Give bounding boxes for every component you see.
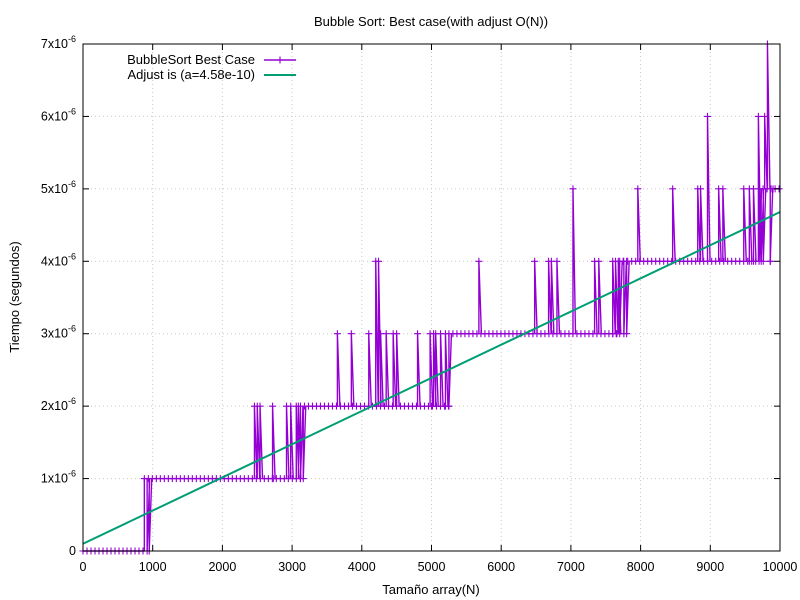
x-tick-label: 1000	[139, 560, 167, 574]
series-marker	[704, 112, 712, 120]
legend-label-adjust: Adjust is (a=4.58e-10)	[127, 67, 255, 82]
series-marker	[445, 402, 453, 410]
x-tick-label: 8000	[627, 560, 655, 574]
x-tick-label: 4000	[348, 560, 376, 574]
series-marker	[256, 402, 264, 410]
x-tick-label: 7000	[557, 560, 585, 574]
series-marker	[299, 475, 307, 483]
y-tick-label: 2x10-6	[41, 396, 76, 413]
chart-title: Bubble Sort: Best case(with adjust O(N))	[314, 14, 548, 29]
y-axis-label: Tiempo (segundos)	[7, 241, 22, 353]
series-marker	[382, 330, 390, 338]
series-marker	[553, 257, 561, 265]
series-marker	[761, 112, 769, 120]
series-marker	[669, 185, 677, 193]
x-tick-label: 10000	[763, 560, 798, 574]
x-tick-label: 9000	[696, 560, 724, 574]
series-marker	[531, 257, 539, 265]
series-marker	[294, 402, 302, 410]
x-tick-label: 3000	[278, 560, 306, 574]
series-marker	[750, 185, 758, 193]
series-marker	[719, 185, 727, 193]
y-tick-label: 1x10-6	[41, 469, 76, 486]
y-tick-label: 5x10-6	[41, 179, 76, 196]
series-marker	[754, 112, 762, 120]
series-marker	[634, 185, 642, 193]
x-axis-label: Tamaño array(N)	[382, 582, 480, 597]
series-marker	[697, 185, 705, 193]
x-tick-label: 2000	[208, 560, 236, 574]
series-marker	[414, 330, 422, 338]
y-tick-label: 6x10-6	[41, 106, 76, 123]
series-marker	[393, 330, 401, 338]
series-marker	[766, 257, 774, 265]
legend-marker-bubblesort	[276, 56, 284, 64]
ticks: 0 1000 2000 3000 4000 5000 6000 7000 8000 9000 100…	[41, 34, 798, 574]
x-tick-label: 6000	[487, 560, 515, 574]
series-marker	[569, 185, 577, 193]
y-tick-label: 0	[69, 544, 76, 558]
series-marker	[441, 330, 449, 338]
x-tick-label: 5000	[418, 560, 446, 574]
legend-label-bubblesort: BubbleSort Best Case	[127, 52, 255, 67]
y-tick-label: 3x10-6	[41, 324, 76, 341]
series-marker	[347, 330, 355, 338]
y-tick-label: 7x10-6	[41, 34, 76, 51]
series-bubblesort-markers	[79, 40, 783, 555]
series-marker	[759, 257, 767, 265]
x-tick-label: 0	[80, 560, 87, 574]
series-marker	[365, 330, 373, 338]
series-marker	[475, 257, 483, 265]
grid	[83, 44, 780, 551]
series-marker	[375, 257, 383, 265]
series-marker	[269, 475, 277, 483]
series-marker	[623, 257, 631, 265]
series-marker	[623, 330, 631, 338]
series-marker	[428, 402, 435, 410]
series-adjust-line	[82, 211, 781, 545]
series-marker	[269, 402, 277, 410]
series-layer	[79, 40, 783, 555]
series-marker	[333, 330, 341, 338]
series-marker	[595, 257, 603, 265]
y-tick-label: 4x10-6	[41, 251, 76, 268]
